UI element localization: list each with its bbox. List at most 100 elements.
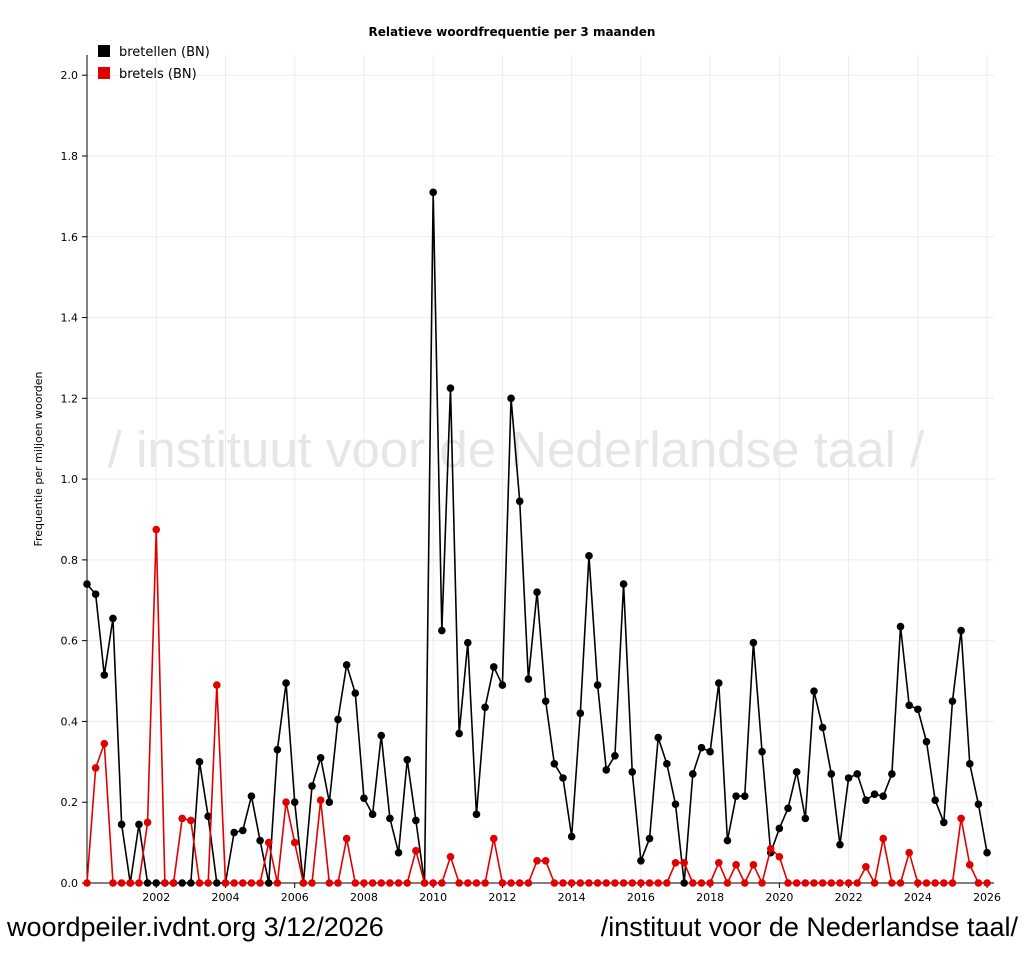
data-point (290, 798, 299, 807)
data-point (316, 796, 325, 804)
chart-title: Relatieve woordfrequentie per 3 maanden (369, 25, 656, 39)
data-point (784, 879, 792, 887)
data-point (810, 879, 818, 887)
data-point (844, 879, 853, 887)
data-point (83, 879, 91, 887)
data-point (965, 861, 974, 869)
y-tick-label: 0.0 (61, 877, 79, 890)
data-point (455, 729, 463, 738)
data-point (100, 671, 109, 679)
data-point (645, 834, 654, 843)
data-point (602, 879, 611, 887)
data-point (213, 879, 221, 887)
data-point (351, 879, 360, 887)
data-point (931, 796, 939, 804)
data-point (654, 879, 662, 887)
data-point (135, 820, 143, 829)
data-point (455, 879, 463, 887)
y-tick-label: 1.6 (61, 231, 79, 244)
data-point (576, 879, 585, 887)
data-point (109, 879, 117, 887)
data-point (965, 760, 974, 768)
data-point (386, 814, 394, 823)
data-point (827, 879, 836, 887)
data-point (342, 834, 351, 843)
data-point (368, 879, 377, 887)
y-tick-label: 1.8 (61, 150, 79, 163)
data-point (498, 879, 507, 887)
data-point (940, 879, 948, 887)
data-point (204, 879, 212, 887)
data-point (766, 844, 775, 853)
x-tick-label: 2018 (696, 891, 724, 904)
data-point (533, 588, 541, 596)
data-point (386, 879, 394, 887)
data-point (282, 679, 290, 687)
data-point (290, 838, 299, 847)
data-point (732, 792, 740, 800)
legend-swatch (98, 67, 110, 79)
data-point (870, 879, 879, 887)
data-point (498, 681, 507, 689)
data-point (230, 828, 238, 837)
legend-label: bretels (BN) (119, 67, 197, 82)
data-point (697, 743, 706, 752)
data-point (801, 879, 810, 887)
data-point (905, 701, 913, 710)
x-tick-label: 2010 (419, 891, 447, 904)
data-point (983, 848, 991, 857)
data-point (91, 590, 100, 599)
data-point (559, 879, 567, 887)
data-point (152, 879, 161, 887)
data-point (896, 622, 905, 631)
data-point (706, 747, 714, 756)
data-point (714, 679, 723, 687)
data-point (91, 764, 100, 772)
data-point (412, 816, 420, 825)
data-point (342, 661, 351, 669)
data-point (247, 879, 256, 887)
y-tick-label: 0.2 (61, 796, 79, 809)
x-tick-label: 2026 (973, 891, 1001, 904)
data-point (957, 814, 965, 823)
data-point (264, 879, 273, 887)
data-point (896, 879, 905, 887)
data-point (213, 681, 221, 689)
data-point (689, 879, 697, 887)
data-point (914, 705, 922, 714)
data-point (732, 861, 740, 869)
data-point (117, 820, 126, 829)
data-point (264, 838, 273, 847)
data-point (464, 879, 472, 887)
data-point (602, 766, 611, 774)
x-tick-label: 2006 (281, 891, 309, 904)
x-tick-label: 2002 (142, 891, 170, 904)
data-point (368, 810, 377, 819)
data-point (740, 879, 749, 887)
data-point (740, 792, 749, 800)
data-point (697, 879, 706, 887)
data-point (230, 879, 238, 887)
data-point (412, 846, 420, 855)
footer-institute: /instituut voor de Nederlandse taal/ (600, 912, 1018, 942)
data-point (550, 760, 559, 768)
data-point (152, 525, 161, 534)
data-point (637, 879, 645, 887)
data-point (836, 879, 844, 887)
data-point (948, 879, 957, 887)
data-point (169, 879, 178, 887)
data-point (593, 879, 602, 887)
data-point (541, 856, 550, 865)
data-point (663, 760, 671, 768)
data-point (775, 852, 784, 861)
data-point (282, 798, 290, 807)
legend: bretellen (BN) bretels (BN) (98, 45, 210, 82)
data-point (792, 768, 801, 776)
data-point (377, 731, 386, 740)
data-point (256, 836, 264, 845)
data-point (637, 856, 645, 865)
x-tick-label: 2022 (835, 891, 863, 904)
y-tick-label: 1.0 (61, 473, 79, 486)
data-point (273, 745, 282, 754)
